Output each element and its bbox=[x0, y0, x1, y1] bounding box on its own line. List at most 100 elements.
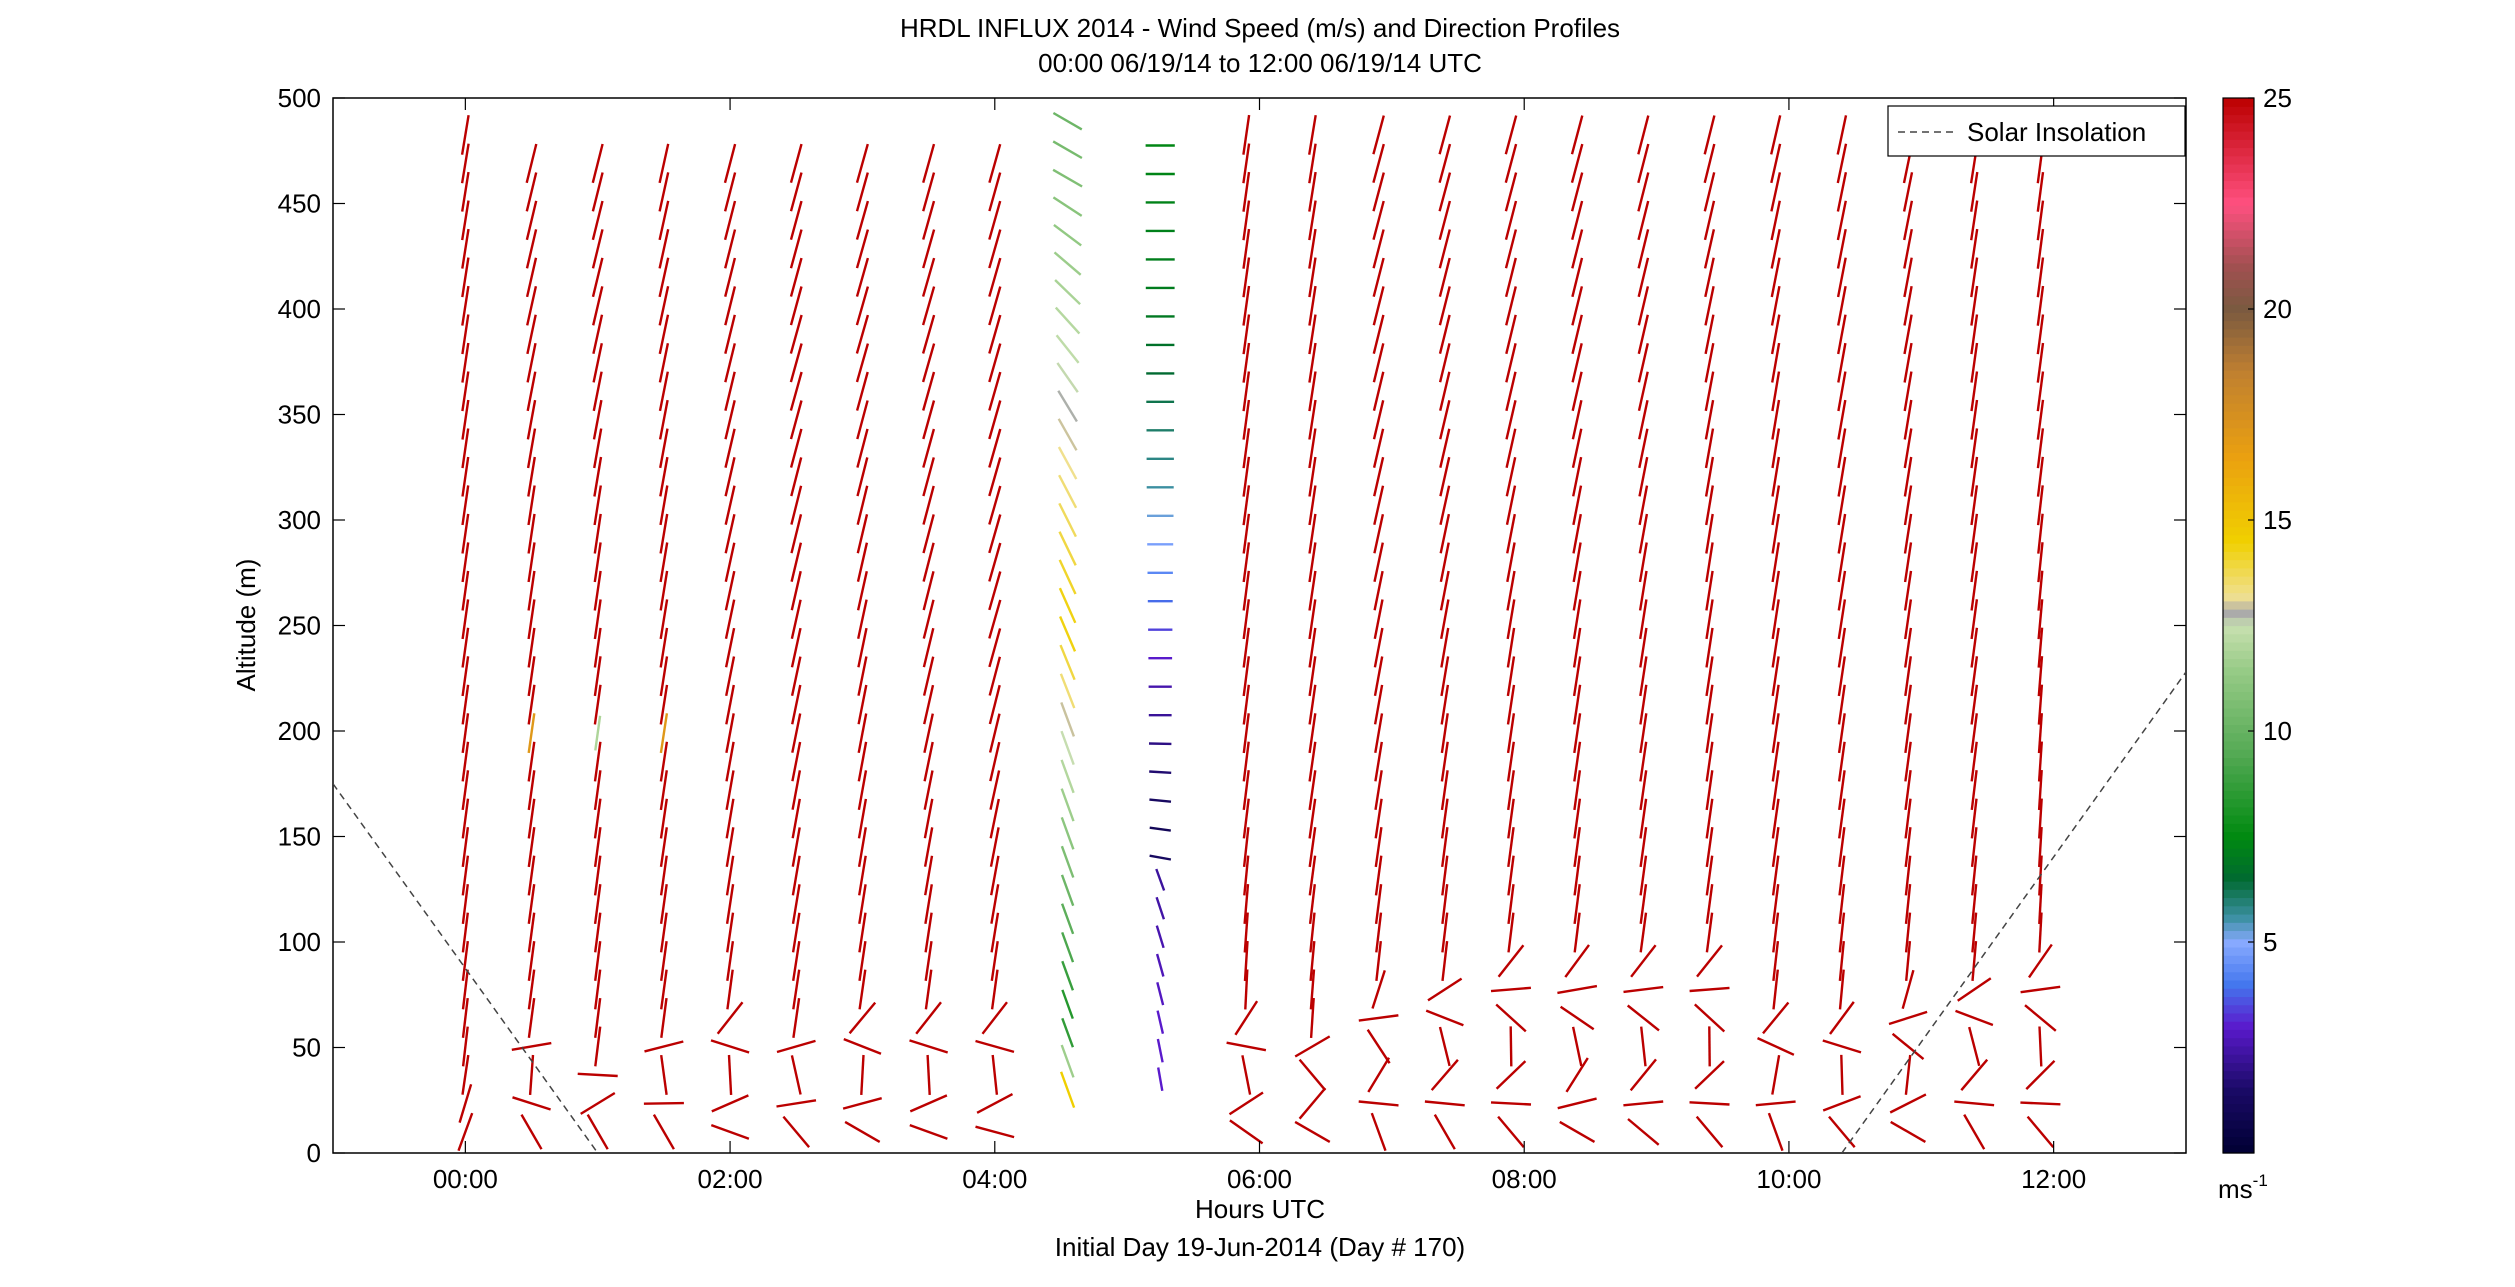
colorbar-band bbox=[2223, 626, 2254, 635]
colorbar-band bbox=[2223, 658, 2254, 667]
colorbar-band bbox=[2223, 452, 2254, 461]
colorbar-band bbox=[2223, 955, 2254, 964]
y-tick-label: 100 bbox=[278, 927, 321, 957]
colorbar-band bbox=[2223, 238, 2254, 247]
colorbar-band bbox=[2223, 1046, 2254, 1055]
colorbar-band bbox=[2223, 1112, 2254, 1121]
colorbar-band bbox=[2223, 419, 2254, 428]
colorbar-band bbox=[2223, 296, 2254, 305]
wind-barb bbox=[1511, 1026, 1512, 1066]
colorbar-band bbox=[2223, 337, 2254, 346]
colorbar-band bbox=[2223, 807, 2254, 816]
colorbar-band bbox=[2223, 873, 2254, 882]
colorbar-band bbox=[2223, 386, 2254, 395]
colorbar-tick-label: 15 bbox=[2263, 505, 2292, 535]
colorbar-band bbox=[2223, 972, 2254, 981]
colorbar-band bbox=[2223, 914, 2254, 923]
colorbar-band bbox=[2223, 947, 2254, 956]
colorbar-band bbox=[2223, 172, 2254, 181]
chart-subtitle: 00:00 06/19/14 to 12:00 06/19/14 UTC bbox=[1038, 48, 1482, 78]
colorbar-band bbox=[2223, 1120, 2254, 1129]
colorbar-band bbox=[2223, 469, 2254, 478]
colorbar-band bbox=[2223, 675, 2254, 684]
colorbar-band bbox=[2223, 411, 2254, 420]
y-tick-label: 250 bbox=[278, 611, 321, 641]
colorbar-band bbox=[2223, 1095, 2254, 1104]
wind-barb bbox=[644, 1103, 684, 1104]
wind-barb bbox=[1841, 1055, 1842, 1095]
colorbar-band bbox=[2223, 189, 2254, 198]
colorbar-band bbox=[2223, 815, 2254, 824]
colorbar-band bbox=[2223, 749, 2254, 758]
legend-box: Solar Insolation bbox=[1888, 106, 2185, 156]
y-tick-label: 300 bbox=[278, 505, 321, 535]
x-tick-label: 12:00 bbox=[2021, 1164, 2086, 1194]
legend-label: Solar Insolation bbox=[1967, 117, 2146, 147]
colorbar-band bbox=[2223, 642, 2254, 651]
colorbar-band bbox=[2223, 345, 2254, 354]
colorbar-band bbox=[2223, 930, 2254, 939]
colorbar-band bbox=[2223, 395, 2254, 404]
y-tick-label: 400 bbox=[278, 294, 321, 324]
colorbar-band bbox=[2223, 1145, 2254, 1154]
chart-title: HRDL INFLUX 2014 - Wind Speed (m/s) and … bbox=[900, 13, 1620, 43]
y-tick-label: 150 bbox=[278, 822, 321, 852]
colorbar-band bbox=[2223, 329, 2254, 338]
colorbar-band bbox=[2223, 354, 2254, 363]
colorbar-band bbox=[2223, 543, 2254, 552]
colorbar-band bbox=[2223, 502, 2254, 511]
colorbar-band bbox=[2223, 370, 2254, 379]
colorbar-band bbox=[2223, 963, 2254, 972]
y-tick-label: 0 bbox=[307, 1138, 321, 1168]
colorbar-band bbox=[2223, 683, 2254, 692]
colorbar-band bbox=[2223, 1137, 2254, 1146]
colorbar-band bbox=[2223, 922, 2254, 931]
colorbar-band bbox=[2223, 1128, 2254, 1137]
colorbar-band bbox=[2223, 485, 2254, 494]
colorbar-band bbox=[2223, 856, 2254, 865]
colorbar-tick-label: 10 bbox=[2263, 716, 2292, 746]
colorbar-band bbox=[2223, 716, 2254, 725]
colorbar-band bbox=[2223, 881, 2254, 890]
colorbar-band bbox=[2223, 609, 2254, 618]
colorbar-band bbox=[2223, 889, 2254, 898]
colorbar-band bbox=[2223, 164, 2254, 173]
colorbar-band bbox=[2223, 584, 2254, 593]
colorbar-band bbox=[2223, 1079, 2254, 1088]
y-tick-label: 350 bbox=[278, 400, 321, 430]
colorbar-band bbox=[2223, 832, 2254, 841]
colorbar-unit: ms-1 bbox=[2218, 1171, 2268, 1204]
colorbar-band bbox=[2223, 362, 2254, 371]
colorbar-band bbox=[2223, 741, 2254, 750]
colorbar-band bbox=[2223, 691, 2254, 700]
colorbar-band bbox=[2223, 230, 2254, 239]
colorbar-tick-label: 5 bbox=[2263, 927, 2277, 957]
colorbar-band bbox=[2223, 444, 2254, 453]
colorbar-band bbox=[2223, 106, 2254, 115]
colorbar-band bbox=[2223, 650, 2254, 659]
colorbar-band bbox=[2223, 601, 2254, 610]
colorbar-band bbox=[2223, 1029, 2254, 1038]
wind-barb bbox=[2020, 1103, 2060, 1105]
colorbar-band bbox=[2223, 222, 2254, 231]
colorbar-band bbox=[2223, 551, 2254, 560]
colorbar-band bbox=[2223, 279, 2254, 288]
colorbar-band bbox=[2223, 263, 2254, 272]
colorbar-band bbox=[2223, 906, 2254, 915]
colorbar-tick-label: 25 bbox=[2263, 83, 2292, 113]
colorbar-band bbox=[2223, 1087, 2254, 1096]
colorbar-band bbox=[2223, 510, 2254, 519]
x-tick-label: 10:00 bbox=[1756, 1164, 1821, 1194]
colorbar-band bbox=[2223, 477, 2254, 486]
colorbar-band bbox=[2223, 180, 2254, 189]
colorbar-band bbox=[2223, 1005, 2254, 1014]
colorbar-band bbox=[2223, 700, 2254, 709]
colorbar-band bbox=[2223, 593, 2254, 602]
colorbar-band bbox=[2223, 147, 2254, 156]
colorbar-band bbox=[2223, 378, 2254, 387]
y-tick-label: 500 bbox=[278, 83, 321, 113]
colorbar-band bbox=[2223, 939, 2254, 948]
colorbar-band bbox=[2223, 560, 2254, 569]
